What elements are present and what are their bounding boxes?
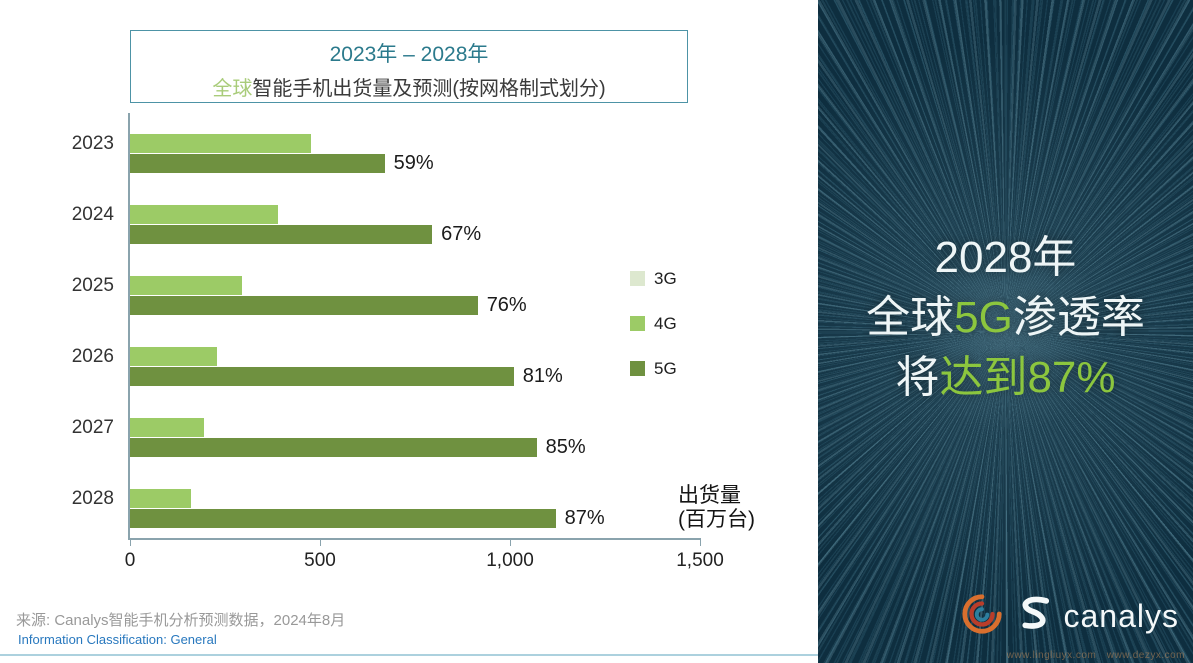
chart-title-rest: 智能手机出货量及预测(按网格制式划分) bbox=[252, 78, 606, 100]
partner-logo-icon bbox=[960, 592, 1004, 641]
share-label: 67% bbox=[441, 223, 482, 245]
5g-barline: 87% bbox=[130, 507, 700, 529]
axis-unit-line2: (百万台) bbox=[678, 508, 755, 531]
axis-tick bbox=[320, 538, 321, 546]
year-row-2024: 2024 67% bbox=[72, 184, 700, 255]
4g-barline bbox=[130, 489, 700, 508]
legend: 3G 4G 5G bbox=[630, 270, 677, 405]
year-label: 2025 bbox=[71, 275, 114, 296]
5g-barline: 67% bbox=[130, 223, 700, 245]
year-label: 2023 bbox=[71, 133, 114, 154]
canalys-logo-icon bbox=[1013, 593, 1055, 640]
bottom-rule bbox=[0, 654, 818, 656]
axis-tick-label: 1,000 bbox=[486, 550, 534, 571]
chart-title-main: 全球智能手机出货量及预测(按网格制式划分) bbox=[131, 72, 687, 101]
headline-text: 渗透率 bbox=[1012, 293, 1145, 342]
share-label: 87% bbox=[564, 507, 605, 529]
headline-accent: 达到87% bbox=[939, 353, 1116, 402]
5g-bar bbox=[130, 225, 433, 244]
4g-bar bbox=[130, 276, 243, 295]
headline-text: 将 bbox=[895, 353, 940, 402]
axis-unit-label: 出货量 (百万台) bbox=[678, 484, 755, 532]
5g-barline: 81% bbox=[130, 365, 700, 387]
share-label: 85% bbox=[545, 436, 586, 458]
year-row-2028: 2028 87% bbox=[72, 468, 700, 539]
5g-bar bbox=[130, 367, 514, 386]
chart-title-box: 2023年 – 2028年 全球智能手机出货量及预测(按网格制式划分) bbox=[130, 30, 688, 103]
5g-barline: 85% bbox=[130, 436, 700, 458]
legend-swatch bbox=[630, 316, 645, 331]
4g-barline bbox=[130, 418, 700, 437]
canalys-logo-text: canalys bbox=[1063, 598, 1179, 634]
chart-title-highlight: 全球 bbox=[212, 78, 253, 100]
year-label: 2028 bbox=[71, 488, 114, 509]
headline-line-3: 将达到87% bbox=[818, 348, 1193, 408]
chart-area: 2023年 – 2028年 全球智能手机出货量及预测(按网格制式划分) 2023… bbox=[0, 30, 818, 656]
5g-barline: 59% bbox=[130, 152, 700, 174]
legend-swatch bbox=[630, 271, 645, 286]
4g-bar bbox=[130, 347, 218, 366]
axis-tick bbox=[700, 538, 701, 546]
year-label: 2027 bbox=[71, 417, 114, 438]
headline-text: 全球 bbox=[866, 293, 955, 342]
4g-bar bbox=[130, 418, 205, 437]
classification-note: Information Classification: General bbox=[18, 632, 217, 647]
axis-tick bbox=[510, 538, 511, 546]
5g-bar bbox=[130, 438, 537, 457]
share-label: 81% bbox=[522, 365, 563, 387]
year-row-2023: 2023 59% bbox=[72, 113, 700, 184]
4g-barline bbox=[130, 205, 700, 224]
source-note: 来源: Canalys智能手机分析预测数据，2024年8月 bbox=[16, 612, 346, 629]
legend-swatch bbox=[630, 361, 645, 376]
axis-unit-line1: 出货量 bbox=[678, 484, 741, 507]
logo-row: canalys bbox=[960, 592, 1180, 641]
headline: 2028年 全球5G渗透率 将达到87% bbox=[818, 228, 1193, 408]
watermark: www.lingliuyx.com www.dezyx.com bbox=[1006, 650, 1185, 661]
legend-item-5g: 5G bbox=[630, 360, 677, 377]
share-label: 59% bbox=[393, 152, 434, 174]
headline-line-2: 全球5G渗透率 bbox=[818, 288, 1193, 348]
headline-text: 2028年 bbox=[934, 233, 1077, 282]
5g-barline: 76% bbox=[130, 294, 700, 316]
4g-barline bbox=[130, 134, 700, 153]
chart-title-years: 2023年 – 2028年 bbox=[329, 43, 489, 66]
year-row-2027: 2027 85% bbox=[72, 397, 700, 468]
legend-label: 4G bbox=[654, 314, 677, 333]
axis-tick-label: 1,500 bbox=[676, 550, 724, 571]
year-row-2026: 2026 81% bbox=[72, 326, 700, 397]
5g-bar bbox=[130, 296, 478, 315]
plot-area: 2023 59% 2024 67% 2025 76% 2026 81% 2027 85% 2028 8… bbox=[72, 113, 724, 571]
legend-label: 3G bbox=[654, 269, 677, 288]
axis-tick-label: 500 bbox=[304, 550, 336, 571]
legend-item-3g: 3G bbox=[630, 270, 677, 287]
5g-bar bbox=[130, 509, 556, 528]
4g-barline bbox=[130, 347, 700, 366]
5g-bar bbox=[130, 154, 385, 173]
legend-label: 5G bbox=[654, 359, 677, 378]
4g-bar bbox=[130, 489, 191, 508]
4g-bar bbox=[130, 134, 311, 153]
headline-line-1: 2028年 bbox=[818, 228, 1193, 288]
year-row-2025: 2025 76% bbox=[72, 255, 700, 326]
highlight-panel: 2028年 全球5G渗透率 将达到87% canalys www.lingliuyx… bbox=[818, 0, 1193, 663]
year-label: 2026 bbox=[71, 346, 114, 367]
headline-accent: 5G bbox=[954, 293, 1013, 342]
4g-barline bbox=[130, 276, 700, 295]
legend-item-4g: 4G bbox=[630, 315, 677, 332]
axis-tick bbox=[130, 538, 131, 546]
4g-bar bbox=[130, 205, 279, 224]
share-label: 76% bbox=[486, 294, 527, 316]
axis-tick-label: 0 bbox=[124, 550, 136, 571]
year-label: 2024 bbox=[71, 204, 114, 225]
